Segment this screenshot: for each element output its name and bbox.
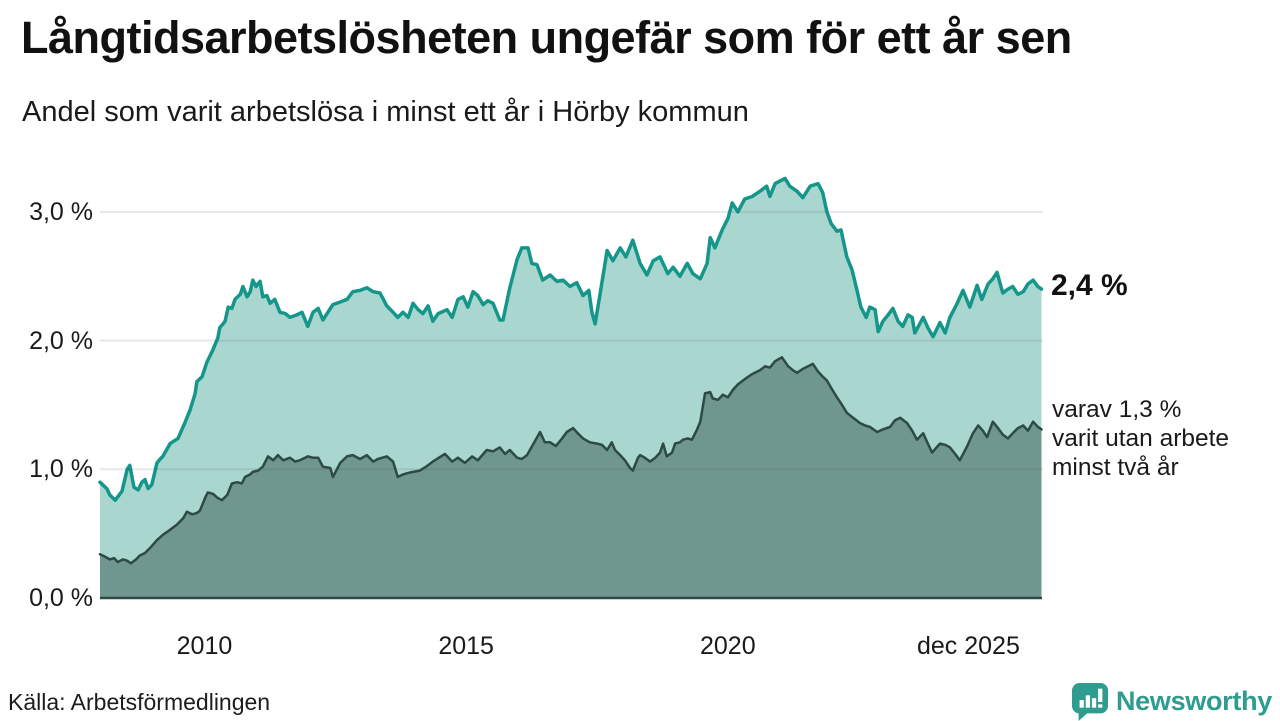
- series-one-year-line: [98, 176, 1044, 502]
- y-axis-tick-label: 3,0 %: [29, 197, 93, 226]
- latest-value-annotation: 2,4 %: [1051, 269, 1128, 302]
- page-title: Långtidsarbetslösheten ungefär som för e…: [21, 12, 1072, 63]
- y-axis-tick-label: 1,0 %: [29, 455, 93, 484]
- newsworthy-brand: Newsworthy: [1071, 681, 1272, 721]
- newsworthy-speech-bubble-chart-icon: [1071, 682, 1109, 721]
- y-axis-tick-label: 2,0 %: [29, 326, 93, 355]
- page-subtitle: Andel som varit arbetslösa i minst ett å…: [22, 96, 749, 128]
- x-axis-tick-label: 2020: [700, 632, 756, 660]
- y-axis-tick-label: 0,0 %: [29, 584, 93, 612]
- x-axis-tick-label: dec 2025: [917, 632, 1020, 660]
- source-caption: Källa: Arbetsförmedlingen: [8, 689, 271, 715]
- series-two-year-line: [98, 356, 1043, 565]
- series-two-year-area: [100, 357, 1042, 598]
- brand-name: Newsworthy: [1115, 685, 1272, 716]
- x-axis-tick-label: 2015: [438, 632, 494, 660]
- secondary-series-annotation: varav 1,3 % varit utan arbete minst två …: [1052, 396, 1230, 481]
- x-axis-tick-label: 2010: [176, 632, 233, 660]
